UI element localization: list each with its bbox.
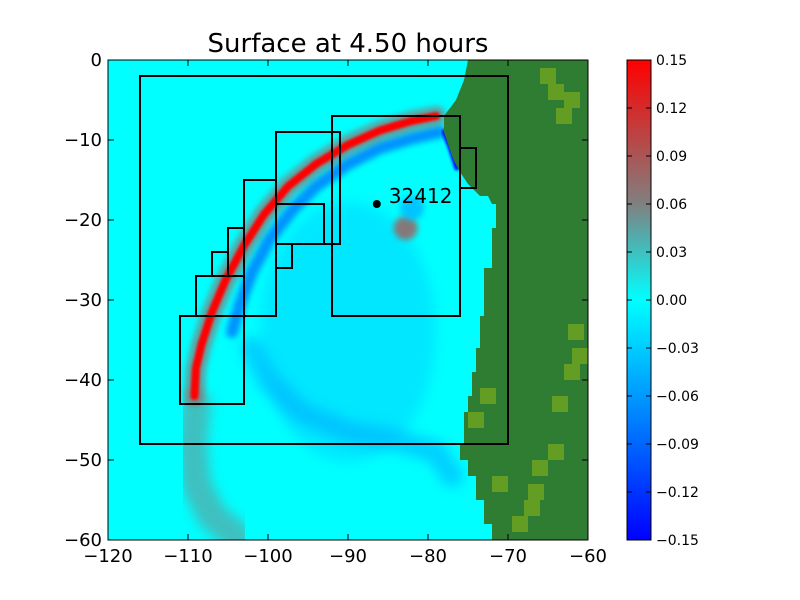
gauge-label: 32412 bbox=[389, 184, 453, 208]
colorbar-tick-label: −0.03 bbox=[656, 341, 699, 357]
y-tick-label: −20 bbox=[64, 210, 102, 231]
x-tick-label: −90 bbox=[329, 546, 367, 567]
land-highlight bbox=[528, 484, 544, 500]
colorbar-tick-label: 0.00 bbox=[656, 293, 687, 309]
colorbar-tick-label: −0.06 bbox=[656, 389, 699, 405]
colorbar-tick-label: 0.06 bbox=[656, 197, 687, 213]
refinement-boxes bbox=[139, 75, 509, 445]
refinement-box bbox=[275, 243, 293, 269]
refinement-box bbox=[331, 115, 461, 317]
land-highlight bbox=[480, 388, 496, 404]
colorbar: 0.15 0.12 0.09 0.06 0.03 0.00 −0.03 −0.06 −0.09 −… bbox=[626, 53, 699, 549]
land-highlight bbox=[468, 412, 484, 428]
land-highlight bbox=[568, 324, 584, 340]
local-peak bbox=[393, 216, 418, 240]
x-tick-label: −100 bbox=[243, 546, 292, 567]
x-axis: −120 −110 −100 −90 −80 −70 −60 bbox=[83, 60, 607, 567]
x-tick-label: −80 bbox=[409, 546, 447, 567]
gauge-marker: 32412 bbox=[372, 184, 453, 208]
outer-tail bbox=[176, 389, 251, 540]
refinement-box bbox=[139, 75, 509, 445]
land-highlight bbox=[540, 68, 556, 84]
y-tick-label: −50 bbox=[64, 450, 102, 471]
colorbar-tick-label: −0.12 bbox=[656, 485, 699, 501]
local-peak bbox=[400, 196, 424, 220]
land-highlight bbox=[572, 348, 588, 364]
surface-field bbox=[176, 106, 463, 540]
plot-area bbox=[108, 60, 588, 540]
y-tick-label: −30 bbox=[64, 290, 102, 311]
colorbar-tick-label: −0.15 bbox=[656, 533, 699, 549]
colorbar-tick-label: −0.09 bbox=[656, 437, 699, 453]
land-highlight bbox=[524, 500, 540, 516]
land-highlight bbox=[492, 476, 508, 492]
y-tick-label: −40 bbox=[64, 370, 102, 391]
refinement-box bbox=[459, 147, 477, 189]
colorbar-tick-label: 0.15 bbox=[656, 53, 687, 69]
trough-front bbox=[226, 126, 446, 338]
land-highlight bbox=[564, 92, 580, 108]
refinement-box bbox=[179, 315, 245, 405]
land-highlight bbox=[564, 364, 580, 380]
x-tick-label: −60 bbox=[569, 546, 607, 567]
x-tick-label: −110 bbox=[163, 546, 212, 567]
land-highlight bbox=[548, 84, 564, 100]
gauge-dot bbox=[372, 200, 381, 208]
land-highlight bbox=[556, 108, 572, 124]
colorbar-tick-label: 0.09 bbox=[656, 149, 687, 165]
land-highlight bbox=[512, 516, 528, 532]
y-tick-label: −10 bbox=[64, 130, 102, 151]
refinement-box bbox=[275, 203, 325, 245]
land-highlight bbox=[548, 444, 564, 460]
land-highlight bbox=[532, 460, 548, 476]
inner-ring bbox=[241, 337, 463, 487]
wave-crest bbox=[190, 112, 440, 400]
y-tick-label: −60 bbox=[64, 530, 102, 551]
y-tick-label: 0 bbox=[91, 50, 102, 71]
interior-field bbox=[260, 202, 436, 462]
x-tick-label: −120 bbox=[83, 546, 132, 567]
colorbar-ticks: 0.15 0.12 0.09 0.06 0.03 0.00 −0.03 −0.06 −0.09 −… bbox=[627, 53, 699, 549]
land-highlight bbox=[552, 396, 568, 412]
y-axis: 0 −10 −20 −30 −40 −50 −60 bbox=[64, 50, 588, 551]
colorbar-tick-label: 0.03 bbox=[656, 245, 687, 261]
land-mass bbox=[444, 60, 588, 540]
chart-title: Surface at 4.50 hours bbox=[208, 29, 489, 59]
colorbar-tick-label: 0.12 bbox=[656, 101, 687, 117]
x-tick-label: −70 bbox=[489, 546, 527, 567]
